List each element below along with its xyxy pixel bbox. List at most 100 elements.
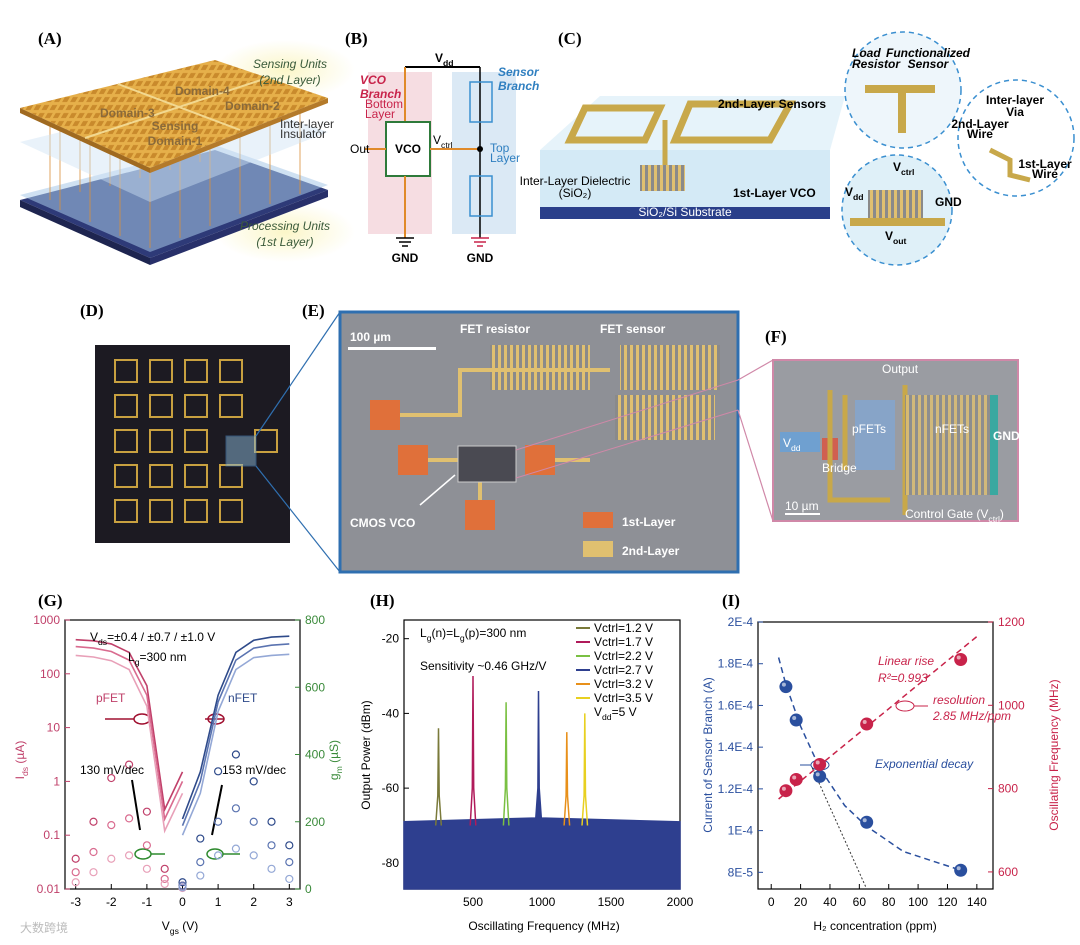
x-tick-label: 140 [967, 895, 987, 909]
x-tick-label: 500 [463, 895, 483, 909]
label: CMOS VCO [350, 516, 415, 530]
label: gm (µS) [327, 740, 344, 780]
label: VCO [395, 142, 421, 156]
legend-label: Vctrl=2.7 V [594, 663, 653, 677]
panel-label: (E) [302, 301, 325, 320]
subscript: m [334, 766, 344, 773]
x-tick-label: 120 [937, 895, 957, 909]
y-tick-label: 1000 [33, 613, 60, 627]
gm-point [89, 868, 98, 877]
gm-point [285, 857, 294, 867]
point-highlight [792, 716, 797, 721]
gm-point [196, 871, 205, 880]
subscript: dd [602, 712, 612, 722]
label-part: V [90, 630, 98, 644]
subscript: ds [20, 767, 30, 776]
spectrum-line [469, 675, 477, 826]
point-highlight [956, 866, 961, 871]
x-tick-label: 2 [250, 895, 257, 909]
label: nFETs [935, 422, 969, 436]
watermark: 大数跨境 [20, 920, 68, 935]
gm-point [231, 844, 241, 853]
label-line: Sensing [152, 119, 199, 133]
gm-point [231, 804, 241, 813]
label-part: V [162, 919, 170, 933]
panel-d-photo [95, 311, 341, 573]
spectrum-line [581, 713, 589, 826]
x-tick-label: 60 [853, 895, 867, 909]
gm-point [249, 777, 258, 786]
x-tick-label: 1500 [598, 895, 625, 909]
label-part: =±0.4 / ±0.7 / ±1.0 V [107, 630, 215, 644]
y2-tick-label: 800 [998, 782, 1018, 796]
spectrum-line [434, 728, 443, 826]
panel-c-illustration [540, 31, 1075, 266]
label: Functionalized Sensor [886, 46, 971, 71]
panel-label: (B) [345, 29, 368, 48]
gm-point [214, 817, 223, 826]
label: Sensor Branch [498, 65, 540, 93]
label: Sensitivity ~0.46 GHz/V [420, 659, 546, 673]
label: FET resistor [460, 322, 530, 336]
label: GND [392, 251, 419, 265]
label: 2nd-Layer Wire [951, 117, 1009, 141]
label-line: Inter-layer [280, 117, 334, 131]
panel-g-markers [105, 713, 240, 860]
label: 2nd-Layer [622, 544, 680, 558]
label-part: g [327, 773, 341, 780]
label: Oscillating Frequency (MHz) [468, 919, 619, 933]
y-tick-label: 1.6E-4 [718, 698, 754, 712]
gm-point [160, 864, 169, 873]
label: Bottom Layer [365, 97, 403, 121]
subscript: ctrl [441, 140, 453, 150]
x-tick-label: -2 [106, 895, 117, 909]
label: Linear rise [878, 654, 934, 668]
label-part: L [128, 650, 135, 664]
label-line: Layer [365, 107, 395, 121]
label-line: Via [1006, 105, 1024, 119]
gm-point [142, 841, 151, 850]
label: GND [993, 429, 1020, 443]
data-point [860, 717, 874, 731]
legend-label: Vctrl=1.7 V [594, 635, 653, 649]
panel-label: (H) [370, 591, 395, 610]
label-line: 2nd-Layer [951, 117, 1009, 131]
point-highlight [862, 720, 867, 725]
label: Domain-4 [175, 84, 230, 98]
gm-point [178, 878, 187, 887]
y-tick-label: 1E-4 [728, 824, 754, 838]
legend-label: Vctrl=3.5 V [594, 691, 653, 705]
label: Domain-3 [100, 106, 155, 120]
y-tick-label: -60 [382, 781, 400, 795]
label: Vctrl [433, 133, 453, 150]
x-tick-label: 3 [286, 895, 293, 909]
gm-point [107, 773, 116, 783]
label-line: VCO [360, 73, 387, 87]
label: Oscillating Frequency (MHz) [1047, 679, 1061, 830]
data-point [779, 784, 793, 798]
gm-point [71, 854, 80, 863]
label: GND [935, 195, 962, 209]
label: Current of Sensor Branch (A) [701, 677, 715, 832]
x-tick-label: -1 [142, 895, 153, 909]
gm-point [196, 834, 205, 843]
y2-tick-label: 600 [305, 680, 325, 694]
label-line: Branch [498, 79, 539, 93]
x-tick-label: 100 [908, 895, 928, 909]
gm-point [142, 864, 151, 873]
panel-b-schematic [365, 66, 516, 247]
label-part: V [893, 160, 901, 174]
label-part: V [885, 229, 893, 243]
legend-label: Vctrl=2.2 V [594, 649, 653, 663]
y-tick-label: 2E-4 [728, 615, 754, 629]
label: Out [350, 142, 370, 156]
label: Sensing Domain-1 [148, 119, 203, 148]
panel-label: (G) [38, 591, 63, 610]
gm-point [267, 864, 276, 873]
label: 1st-Layer [622, 515, 676, 529]
gm-point [214, 851, 223, 860]
label-line: Sensing Units [253, 57, 327, 71]
label-part: (n)= [431, 626, 453, 640]
label-line: Branch [360, 87, 401, 101]
